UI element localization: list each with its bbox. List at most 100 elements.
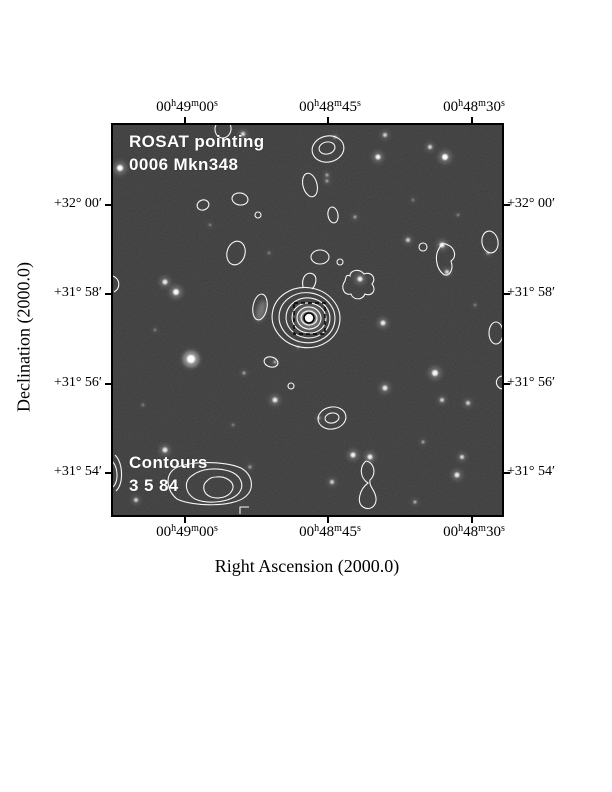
star bbox=[153, 328, 157, 332]
contour-line bbox=[203, 476, 234, 499]
contours-legend-label: Contours bbox=[129, 453, 208, 472]
contour-line bbox=[302, 272, 317, 290]
center-marker-square bbox=[293, 302, 326, 335]
unit-hour: h bbox=[458, 523, 464, 534]
dec-tick-label-left-3: +31° 54′ bbox=[53, 464, 102, 479]
ra-hours: 00 bbox=[156, 99, 172, 115]
star bbox=[411, 198, 415, 202]
star bbox=[187, 355, 195, 363]
star bbox=[445, 270, 449, 274]
contour-line bbox=[167, 462, 252, 506]
star bbox=[353, 215, 357, 219]
unit-minute: m bbox=[334, 98, 342, 109]
ra-seconds: 30 bbox=[485, 99, 501, 115]
ra-seconds: 30 bbox=[485, 524, 501, 540]
center-marker-circle bbox=[303, 312, 315, 324]
contour-line bbox=[302, 172, 318, 198]
star bbox=[473, 303, 477, 307]
contour-line bbox=[226, 240, 246, 266]
sky-image-frame: ROSAT pointing 0006 Mkn348 Contours 3 5 … bbox=[111, 123, 504, 517]
star bbox=[330, 480, 334, 484]
ra-tick-label-top-0: 00h49m00s bbox=[156, 98, 218, 116]
ra-tick-label-bottom-1: 00h48m45s bbox=[299, 523, 361, 541]
star bbox=[421, 440, 425, 444]
ra-seconds: 45 bbox=[341, 524, 357, 540]
ra-minutes: 48 bbox=[319, 524, 335, 540]
star bbox=[432, 370, 438, 376]
star bbox=[428, 145, 432, 149]
contour-line bbox=[435, 243, 456, 276]
axis-tick-right bbox=[504, 293, 510, 295]
star bbox=[460, 455, 464, 459]
unit-second: s bbox=[500, 523, 505, 534]
contour-line bbox=[231, 192, 249, 206]
ra-hours: 00 bbox=[156, 524, 172, 540]
star bbox=[117, 165, 123, 171]
ra-minutes: 48 bbox=[463, 524, 479, 540]
unit-hour: h bbox=[458, 98, 464, 109]
unit-minute: m bbox=[191, 523, 199, 534]
axis-tick-left bbox=[105, 383, 111, 385]
axis-tick-bottom bbox=[327, 517, 329, 523]
star bbox=[325, 179, 329, 183]
axis-tick-right bbox=[504, 472, 510, 474]
star bbox=[241, 132, 245, 136]
central-contour bbox=[300, 310, 318, 326]
unit-hour: h bbox=[171, 523, 177, 534]
unit-second: s bbox=[356, 523, 361, 534]
ra-seconds: 45 bbox=[341, 99, 357, 115]
contour-line bbox=[495, 375, 502, 390]
star bbox=[413, 500, 417, 504]
star bbox=[273, 360, 277, 364]
unit-minute: m bbox=[191, 98, 199, 109]
star bbox=[173, 289, 179, 295]
contour-line bbox=[263, 356, 279, 368]
unit-minute: m bbox=[478, 98, 486, 109]
star bbox=[380, 320, 386, 326]
star bbox=[454, 472, 460, 478]
star bbox=[406, 238, 410, 242]
figure-title-block: ROSAT pointing 0006 Mkn348 bbox=[129, 130, 265, 176]
star bbox=[162, 447, 168, 453]
ra-hours: 00 bbox=[443, 524, 459, 540]
ra-hours: 00 bbox=[299, 524, 315, 540]
ra-seconds: 00 bbox=[198, 524, 214, 540]
star bbox=[442, 154, 448, 160]
star bbox=[367, 454, 373, 460]
unit-hour: h bbox=[314, 98, 320, 109]
dec-tick-label-right-2: +31° 56′ bbox=[507, 375, 556, 390]
star bbox=[272, 397, 278, 403]
star bbox=[350, 452, 356, 458]
ra-minutes: 49 bbox=[176, 524, 192, 540]
star bbox=[208, 223, 212, 227]
figure-title-line2: 0006 Mkn348 bbox=[129, 155, 239, 174]
central-contour bbox=[271, 286, 341, 349]
contour-line bbox=[324, 412, 340, 424]
star bbox=[134, 498, 138, 502]
ra-hours: 00 bbox=[299, 99, 315, 115]
dec-tick-label-left-2: +31° 56′ bbox=[53, 375, 102, 390]
axis-tick-right bbox=[504, 383, 510, 385]
contour-line bbox=[287, 382, 295, 390]
ra-seconds: 00 bbox=[198, 99, 214, 115]
star bbox=[141, 403, 145, 407]
contour-line bbox=[336, 258, 344, 266]
axis-tick-left bbox=[105, 293, 111, 295]
dec-tick-label-right-3: +31° 54′ bbox=[507, 464, 556, 479]
dec-tick-label-left-0: +32° 00′ bbox=[53, 196, 102, 211]
dec-tick-label-right-0: +32° 00′ bbox=[507, 196, 556, 211]
contour-line bbox=[254, 211, 262, 219]
ra-tick-label-top-1: 00h48m45s bbox=[299, 98, 361, 116]
ra-hours: 00 bbox=[443, 99, 459, 115]
star bbox=[466, 401, 470, 405]
central-contour bbox=[296, 306, 322, 330]
contour-line bbox=[481, 230, 499, 254]
ra-tick-label-top-2: 00h48m30s bbox=[443, 98, 505, 116]
unit-second: s bbox=[213, 523, 218, 534]
star bbox=[382, 385, 388, 391]
galaxy-core bbox=[304, 313, 314, 323]
axis-tick-top bbox=[327, 117, 329, 123]
contour-line bbox=[185, 468, 243, 503]
star bbox=[440, 398, 444, 402]
